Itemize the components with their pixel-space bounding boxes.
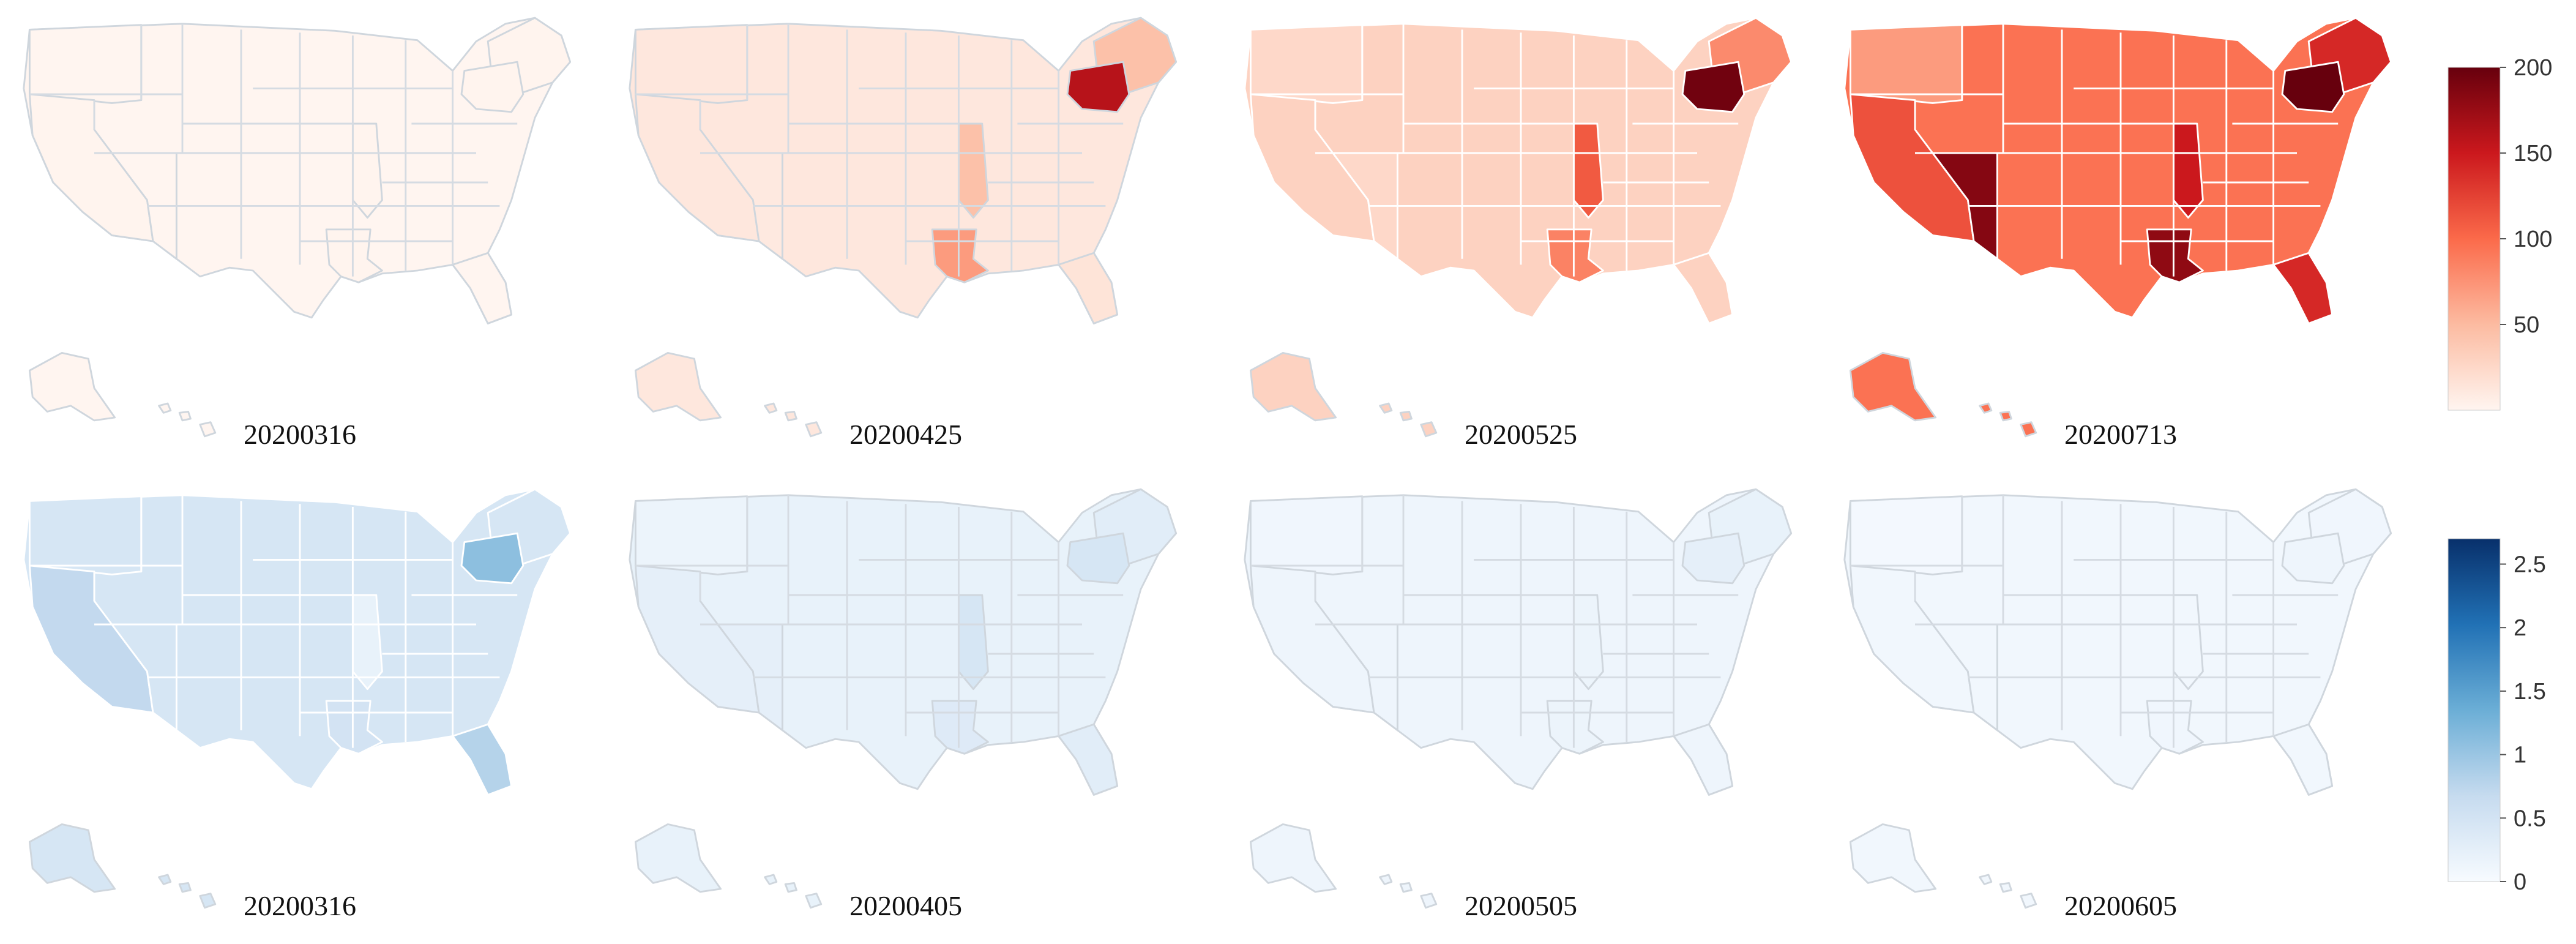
state-region-nw [1249,24,1364,104]
map-panel-1-1 [23,17,572,438]
state-region-il [351,594,383,691]
state-region-la [1546,700,1604,755]
state-region-nw [634,495,749,575]
state-region-la [931,700,989,755]
colorbar-tick-label: 100 [2514,227,2552,252]
state-region-il [2172,122,2204,219]
state-region-fl [452,723,513,796]
state-region-fl [1673,723,1734,796]
state-region-nw [1849,495,1963,575]
state-region-ny [2281,61,2345,113]
map-date-label: 20200713 [2064,419,2177,450]
map-date-label: 20200316 [244,419,356,450]
state-region-fl [1058,252,1119,324]
state-region-la [2146,228,2204,283]
colorbar-tick-label: 150 [2514,141,2552,167]
state-region-fl [1058,723,1119,796]
state-region-nw [1849,24,1963,104]
colorbar-tick-label: 1 [2514,743,2526,768]
colorbar-tick-label: 0 [2514,869,2526,895]
state-region-nw [1249,495,1364,575]
colorbar-tick-label: 2 [2514,615,2526,641]
alaska-shape [1849,351,1937,422]
colorbar-reds [2447,67,2501,411]
state-region-il [1572,594,1604,691]
map-panel-1-4 [1843,17,2392,438]
alaska-shape [634,351,722,422]
colorbar-blues [2447,538,2501,882]
map-panel-2-3 [1244,488,1793,909]
alaska-shape [1249,823,1337,893]
map-panel-1-3 [1244,17,1793,438]
state-region-ny [460,61,525,113]
state-region-il [957,594,989,691]
alaska-shape [634,823,722,893]
state-region-ny [460,532,525,585]
map-date-label: 20200425 [849,419,962,450]
colorbar-tick-label: 1.5 [2514,679,2546,705]
map-panel-1-2 [629,17,1178,438]
hawaii-shape [764,874,823,909]
map-panel-2-4 [1843,488,2392,909]
map-date-label: 20200525 [1465,419,1577,450]
state-region-fl [1673,252,1734,324]
colorbar-tick-label: 0.5 [2514,806,2546,831]
state-region-fl [2272,252,2334,324]
alaska-shape [1249,351,1337,422]
map-date-label: 20200405 [849,890,962,921]
state-region-nw [28,495,143,575]
state-region-la [1546,228,1604,283]
state-region-nw [634,24,749,104]
state-region-fl [452,252,513,324]
hawaii-shape [764,402,823,438]
hawaii-shape [158,402,217,438]
state-region-fl [2272,723,2334,796]
alaska-shape [1849,823,1937,893]
alaska-shape [28,823,116,893]
alaska-shape [28,351,116,422]
state-region-il [1572,122,1604,219]
state-region-ny [1681,532,1745,585]
colorbar-tick-label: 2.5 [2514,552,2546,577]
map-date-label: 20200505 [1465,890,1577,921]
hawaii-shape [1979,402,2037,438]
state-region-il [351,122,383,219]
state-region-ny [1066,61,1130,113]
map-date-label: 20200316 [244,890,356,921]
state-region-ny [1066,532,1130,585]
state-region-ny [1681,61,1745,113]
map-panel-2-2 [629,488,1178,909]
state-region-il [957,122,989,219]
hawaii-shape [1379,874,1438,909]
map-date-label: 20200605 [2064,890,2177,921]
hawaii-shape [158,874,217,909]
map-panel-2-1 [23,488,572,909]
state-region-la [325,228,383,283]
state-region-la [325,700,383,755]
colorbar-tick-label: 50 [2514,312,2539,338]
state-region-la [931,228,989,283]
state-region-nw [28,24,143,104]
state-region-il [2172,594,2204,691]
state-region-la [2146,700,2204,755]
colorbar-tick-label: 200 [2514,55,2552,81]
state-region-ny [2281,532,2345,585]
hawaii-shape [1379,402,1438,438]
hawaii-shape [1979,874,2037,909]
